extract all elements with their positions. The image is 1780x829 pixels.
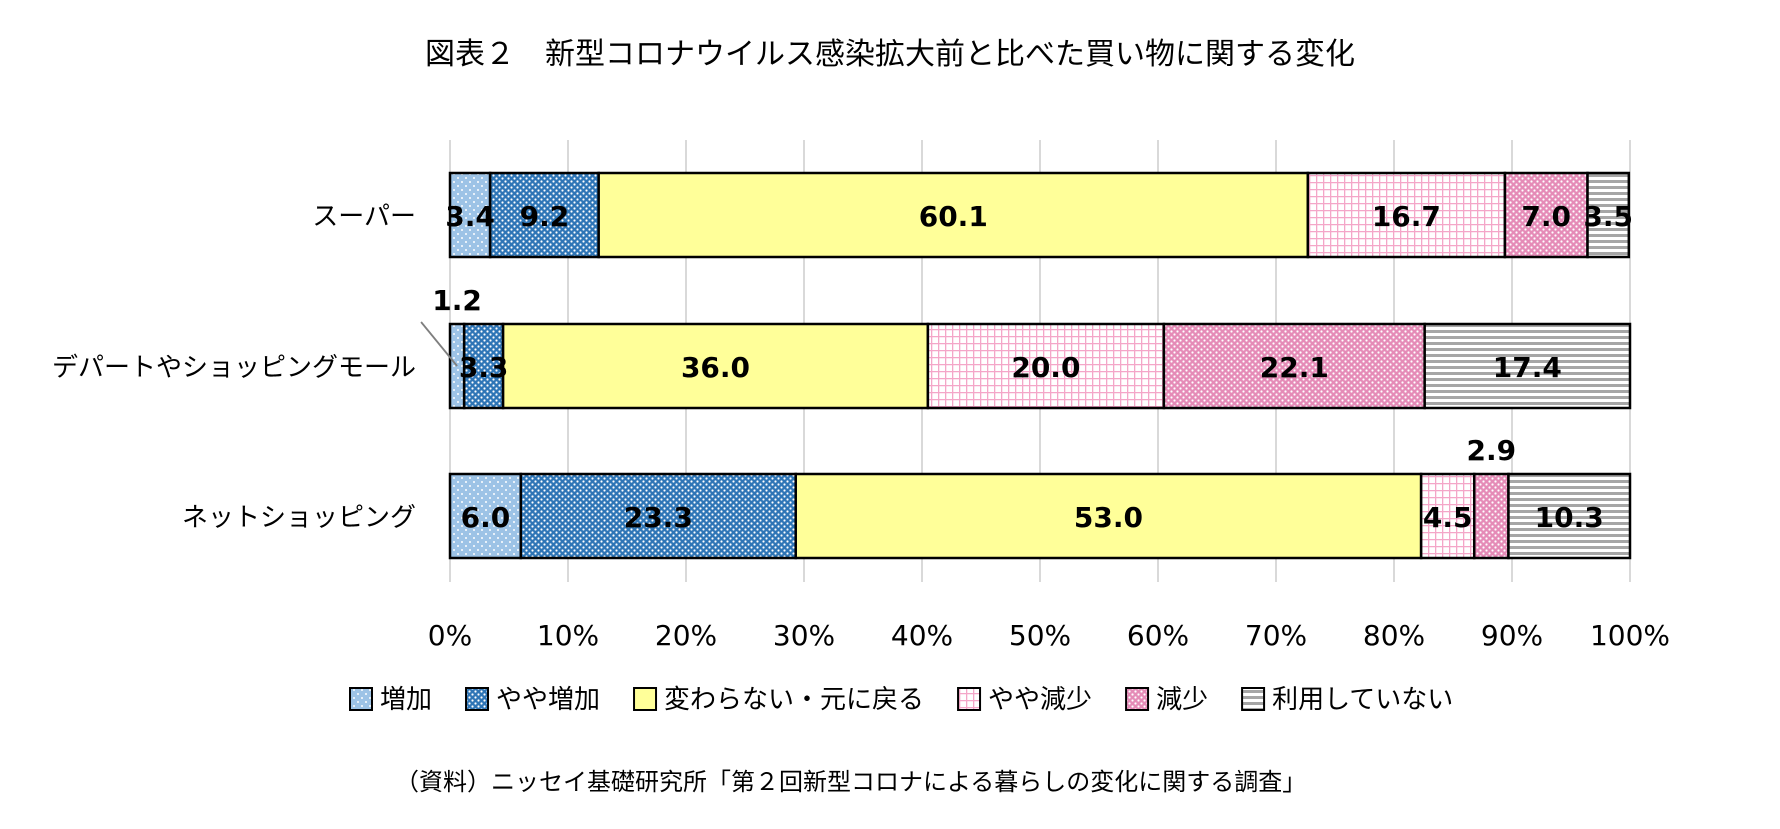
legend-label: 利用していない [1272,685,1453,715]
bar-segment [1162,322,1426,410]
leader-line [420,321,458,367]
source-note: （資料）ニッセイ基礎研究所「第２回新型コロナによる暮らしの変化に関する調査」 [395,768,1306,796]
data-label: 3.5 [1583,200,1633,233]
category-label: デパートやショッピングモール [52,353,416,383]
data-label: 7.0 [1521,200,1571,233]
legend-swatch [1125,687,1150,711]
bar-segment [1423,322,1632,410]
x-tick-label: 70% [1245,619,1307,652]
x-tick-label: 0% [428,619,472,652]
x-tick-label: 50% [1009,619,1071,652]
data-label: 60.1 [919,200,988,233]
legend-label: 増加 [380,685,432,715]
x-tick-label: 40% [891,619,953,652]
bar-segment [519,472,797,560]
bar-segment [1419,472,1476,560]
legend-label: やや増加 [496,685,600,715]
category-label: スーパー [312,202,416,232]
legend-swatch [633,687,658,711]
data-label: 53.0 [1074,501,1143,534]
data-label: 2.9 [1467,434,1517,467]
data-label: 4.5 [1423,501,1473,534]
x-tick-label: 30% [773,619,835,652]
bar-segment [794,472,1423,560]
data-label: 36.0 [681,351,750,384]
bar-segment [488,171,600,259]
legend: 増加 やや増加 変わらない・元に戻る やや減少 減少 利用していない [349,685,1453,715]
bar-segment [448,472,523,560]
legend-swatch [465,687,490,711]
data-label: 22.1 [1260,351,1329,384]
data-labels: 3.4 9.2 60.1 16.7 7.0 3.5 1.2 3.3 36.0 20.0 22.1 17… [420,200,1633,534]
bar-segment [1503,171,1589,259]
x-tick-label: 10% [537,619,599,652]
legend-label: やや減少 [988,685,1092,715]
x-tick-label: 90% [1481,619,1543,652]
bars [448,171,1632,560]
data-label: 3.4 [445,200,495,233]
x-tick-label: 60% [1127,619,1189,652]
data-label: 17.4 [1493,351,1562,384]
legend-swatch [1241,687,1266,711]
legend-swatch [957,687,982,711]
data-label: 16.7 [1372,200,1441,233]
bar-segment [1306,171,1507,259]
data-label: 10.3 [1535,501,1604,534]
data-label: 20.0 [1011,351,1080,384]
bar-segment [1586,171,1631,259]
category-label: ネットショッピング [182,503,416,533]
data-label: 9.2 [520,200,570,233]
bar-segment [501,322,930,410]
bar-segment [1507,472,1632,560]
chart-title: 図表２ 新型コロナウイルス感染拡大前と比べた買い物に関する変化 [425,37,1355,72]
x-tick-label: 80% [1363,619,1425,652]
data-label: 23.3 [624,501,693,534]
data-label: 3.3 [459,351,509,384]
data-label: 6.0 [461,501,511,534]
legend-label: 変わらない・元に戻る [664,685,924,715]
data-label: 1.2 [432,284,482,317]
x-tick-label: 20% [655,619,717,652]
legend-label: 減少 [1156,685,1208,715]
x-tick-label: 100% [1590,619,1670,652]
bar-segment [448,171,492,259]
bar-segment [1472,472,1510,560]
x-axis-tick-labels: 0% 10% 20% 30% 40% 50% 60% 70% 80% 90% 100% [428,619,1670,652]
legend-swatch [349,687,373,711]
